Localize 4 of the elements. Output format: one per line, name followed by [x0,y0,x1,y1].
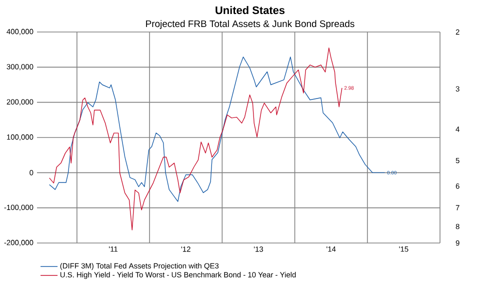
line-series [48,48,342,230]
chart-title: United States [216,6,285,14]
line-series [48,56,386,202]
chart-subtitle: Projected FRB Total Assets & Junk Bond Spreads [146,20,354,29]
